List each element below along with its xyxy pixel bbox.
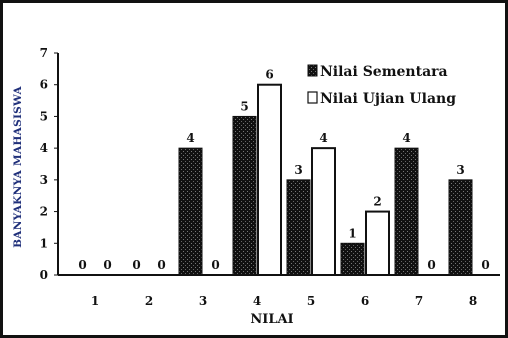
y-tick-labels: 0 1 2 3 4 5 6 7 xyxy=(40,46,58,282)
data-label-nilai-ujian-ulang-4: 6 xyxy=(265,68,273,82)
data-labels: 0 0 0 0 4 0 5 6 3 4 1 2 4 0 3 0 xyxy=(78,68,489,272)
x-tick-label: 8 xyxy=(469,294,477,308)
x-tick-label: 4 xyxy=(253,294,261,308)
legend-swatch-nilai-sementara xyxy=(307,64,318,77)
data-label-nilai-sementara-8: 3 xyxy=(456,163,464,177)
bar-nilai-sementara-8 xyxy=(448,179,473,276)
y-tick-label: 5 xyxy=(40,109,48,123)
legend-label-nilai-ujian-ulang: Nilai Ujian Ulang xyxy=(320,91,456,107)
data-label-nilai-sementara-6: 1 xyxy=(348,226,356,240)
data-label-nilai-sementara-3: 4 xyxy=(186,131,194,145)
data-label-nilai-ujian-ulang-6: 2 xyxy=(373,195,381,209)
x-tick-label: 1 xyxy=(91,294,99,308)
x-tick-label: 3 xyxy=(199,294,207,308)
x-tick-label: 7 xyxy=(415,294,423,308)
data-label-nilai-sementara-2: 0 xyxy=(132,258,140,272)
bar-nilai-ujian-ulang-4 xyxy=(257,83,282,277)
x-tick-label: 5 xyxy=(307,294,315,308)
y-tick-label: 4 xyxy=(40,141,48,155)
y-tick-label: 0 xyxy=(40,268,48,282)
x-axis-title: NILAI xyxy=(250,312,293,327)
legend-label-nilai-sementara: Nilai Sementara xyxy=(320,64,448,80)
data-label-nilai-ujian-ulang-3: 0 xyxy=(211,258,219,272)
y-tick-label: 1 xyxy=(40,236,48,250)
y-tick-label: 3 xyxy=(40,173,48,187)
bar-nilai-sementara-5 xyxy=(286,179,311,276)
data-label-nilai-sementara-7: 4 xyxy=(402,131,410,145)
y-axis-title: BANYAKNYA MAHASISWA xyxy=(12,86,24,248)
legend-swatch-nilai-ujian-ulang xyxy=(307,91,318,104)
bars xyxy=(178,83,473,277)
data-label-nilai-sementara-4: 5 xyxy=(240,99,248,113)
y-tick-label: 7 xyxy=(40,46,48,60)
bar-nilai-ujian-ulang-6 xyxy=(365,210,390,276)
y-tick-label: 2 xyxy=(40,205,48,219)
bar-nilai-sementara-4 xyxy=(232,115,257,276)
bar-nilai-ujian-ulang-5 xyxy=(311,147,336,276)
data-label-nilai-ujian-ulang-1: 0 xyxy=(103,258,111,272)
x-tick-label: 6 xyxy=(361,294,369,308)
data-label-nilai-ujian-ulang-8: 0 xyxy=(481,258,489,272)
bar-nilai-sementara-3 xyxy=(178,147,203,276)
x-tick-labels: 1 2 3 4 5 6 7 8 xyxy=(91,294,477,308)
data-label-nilai-sementara-5: 3 xyxy=(294,163,302,177)
data-label-nilai-sementara-1: 0 xyxy=(78,258,86,272)
data-label-nilai-ujian-ulang-2: 0 xyxy=(157,258,165,272)
bar-nilai-sementara-7 xyxy=(394,147,419,276)
bar-nilai-sementara-6 xyxy=(340,242,365,276)
legend: Nilai Sementara Nilai Ujian Ulang xyxy=(307,64,456,107)
x-tick-label: 2 xyxy=(145,294,153,308)
data-label-nilai-ujian-ulang-7: 0 xyxy=(427,258,435,272)
data-label-nilai-ujian-ulang-5: 4 xyxy=(319,131,327,145)
y-tick-label: 6 xyxy=(40,78,48,92)
